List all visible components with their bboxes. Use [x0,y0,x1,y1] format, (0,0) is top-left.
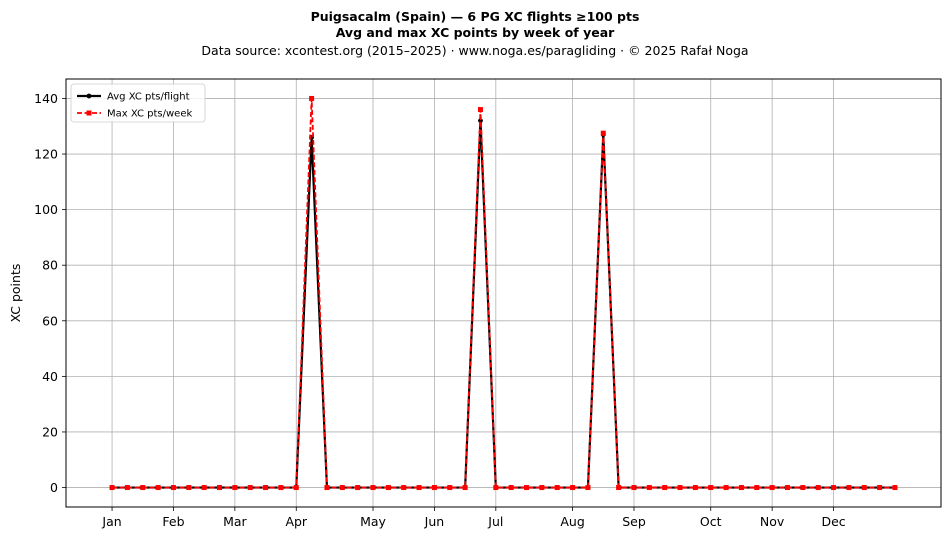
series-2-point [524,485,530,491]
y-tick-label: 100 [34,202,58,217]
x-tick-label: Jan [101,514,121,529]
plot-frame [65,78,942,508]
series-2-point [769,485,775,491]
series-2-point [339,485,345,491]
x-tick-label: Sep [622,514,646,529]
series-2-point [324,485,330,491]
series-2-point [385,485,391,491]
series-2-point [170,485,176,491]
series-2-point [616,485,622,491]
legend-swatch-marker [86,110,92,116]
series-2-point [293,485,299,491]
x-tick-label: Feb [162,514,184,529]
x-tick-label: Dec [821,514,845,529]
grid [66,79,941,507]
y-tick-label: 40 [42,369,58,384]
series-2-point [708,485,714,491]
legend-label: Avg XC pts/flight [107,92,190,103]
series-2-point [186,485,192,491]
y-tick-label: 0 [50,480,58,495]
series-layer [109,95,898,491]
series-2-point [477,107,483,113]
series-2-point [877,485,883,491]
series-2-point [370,485,376,491]
legend-label: Max XC pts/week [107,109,192,120]
y-tick-label: 80 [42,258,58,273]
y-tick-label: 120 [34,147,58,162]
series-2-point [831,485,837,491]
series-2-point [539,485,545,491]
series-2-point [892,485,898,491]
series-2-point [309,95,315,101]
chart-source: Data source: xcontest.org (2015–2025) · … [201,43,749,58]
series-2-point [263,485,269,491]
series-2-point [677,485,683,491]
series-2-point [585,485,591,491]
series-2-point [631,485,637,491]
series-line-1 [112,119,895,489]
series-2-point [554,485,560,491]
x-tick-label: Oct [700,514,722,529]
x-tick-label: Mar [223,514,247,529]
series-2-point [431,485,437,491]
x-tick-label: May [360,514,386,529]
legend-box [70,83,206,123]
series-2-point [416,485,422,491]
x-tick-label: Nov [760,514,785,529]
y-tick-label: 20 [42,424,58,439]
x-tick-label: Jun [424,514,445,529]
series-2-point [508,485,514,491]
legend-swatch-marker [86,93,92,99]
series-2-point [754,485,760,491]
series-2-point [493,485,499,491]
series-2-point [109,485,115,491]
x-tick-label: Apr [285,514,307,529]
series-2-point [278,485,284,491]
series-2-point [201,485,207,491]
series-2-point [570,485,576,491]
series-2-point [846,485,852,491]
y-tick-label: 60 [42,313,58,328]
series-2-point [861,485,867,491]
series-2-point [723,485,729,491]
series-2-point [247,485,253,491]
axis-ticks: Jan Feb Mar Apr May Jun Jul Aug Sep Oct Nov Dec 0 20 4… [34,91,846,529]
x-tick-label: Jul [487,514,503,529]
series-2-point [784,485,790,491]
chart-title: Puigsacalm (Spain) — 6 PG XC flights ≥10… [310,9,640,24]
series-2-point [401,485,407,491]
chart-subtitle: Avg and max XC points by week of year [335,25,615,40]
series-2-point [232,485,238,491]
series-2-point [692,485,698,491]
x-tick-label: Aug [560,514,584,529]
series-2-point [815,485,821,491]
series-2-point [217,485,223,491]
series-2-point [355,485,361,491]
series-2-point [662,485,668,491]
series-2-point [462,485,468,491]
legend: Avg XC pts/flight Max XC pts/week [70,83,206,123]
series-2-point [140,485,146,491]
y-axis-label: XC points [8,264,23,323]
series-2-point [646,485,652,491]
y-tick-label: 140 [34,91,58,106]
series-2-point [800,485,806,491]
series-2-point [124,485,130,491]
series-2-point [738,485,744,491]
series-2-point [447,485,453,491]
series-2-point [600,130,606,136]
series-2-point [155,485,161,491]
series-line-2 [112,97,895,489]
